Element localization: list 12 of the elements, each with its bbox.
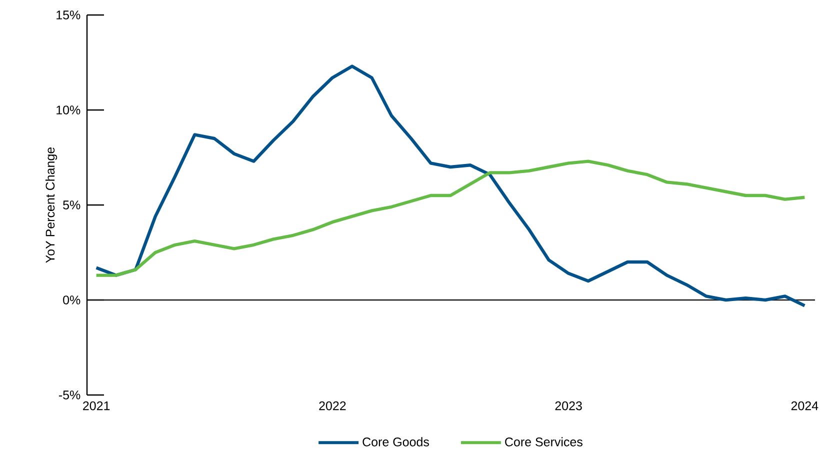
legend-label: Core Goods [362,437,429,446]
y-tick-label: 15% [56,10,80,20]
y-tick-label: 10% [56,106,80,114]
x-tick-label: 2023 [555,401,582,410]
x-tick-label: 2021 [83,401,110,410]
x-tick-label: 2022 [319,401,346,410]
legend-label: Core Services [505,437,582,446]
y-tick-label: -5% [58,390,80,400]
y-tick-label: 0% [63,296,80,304]
y-axis-title: YoY Percent Change [45,147,58,263]
x-tick-label: 2024 [791,401,818,410]
y-tick-label: 5% [63,200,80,210]
